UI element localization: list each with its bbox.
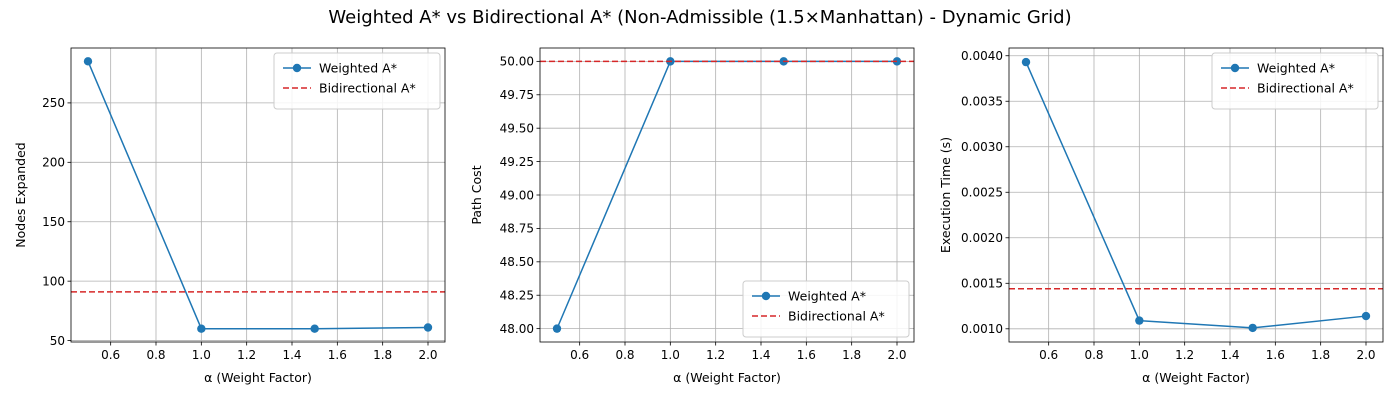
figure-title: Weighted A* vs Bidirectional A* (Non-Adm… — [328, 7, 1071, 28]
legend-box — [742, 280, 910, 338]
x-tick-label: 2.0 — [1356, 348, 1375, 362]
chart-panel-3: 0.6 0.8 1.0 1.2 1.4 1.6 1.8 2.0 0.0010 0.0015 0.00… — [938, 47, 1384, 385]
x-tick-label: 1.8 — [1311, 348, 1330, 362]
data-point — [1021, 57, 1031, 67]
legend-box — [1211, 52, 1379, 110]
x-tick-label: 1.4 — [1220, 348, 1239, 362]
x-tick-label: 1.2 — [237, 348, 256, 362]
x-tick-label: 2.0 — [887, 348, 906, 362]
y-tick-label: 49.25 — [500, 155, 534, 169]
x-tick-label: 0.6 — [570, 348, 589, 362]
y-tick-label: 48.25 — [500, 289, 534, 303]
y-tick-label: 250 — [42, 96, 65, 110]
legend-marker-weighted — [292, 63, 302, 73]
legend-label: Weighted A* — [788, 289, 866, 304]
y-tick-label: 100 — [42, 274, 65, 288]
y-tick-label: 48.00 — [500, 322, 534, 336]
y-tick-label: 0.0025 — [961, 186, 1003, 200]
y-tick-label: 0.0020 — [961, 231, 1003, 245]
x-tick-label: 1.8 — [373, 348, 392, 362]
data-point — [197, 324, 206, 333]
y-tick-label: 50.00 — [500, 55, 534, 69]
x-tick-label: 1.6 — [1266, 348, 1285, 362]
legend-label: Bidirectional A* — [788, 309, 885, 324]
data-point — [552, 324, 562, 333]
legend-label: Weighted A* — [1257, 61, 1335, 76]
legend-marker-weighted — [761, 291, 771, 301]
x-tick-label: 1.2 — [706, 348, 725, 362]
x-tick-label: 0.6 — [101, 348, 120, 362]
x-axis-label: α (Weight Factor) — [1142, 370, 1250, 385]
y-tick-label: 48.75 — [500, 222, 534, 236]
x-tick-label: 2.0 — [418, 348, 437, 362]
plot-frame — [539, 47, 915, 343]
x-tick-label: 1.4 — [282, 348, 301, 362]
x-tick-label: 1.8 — [842, 348, 861, 362]
panels: 0.6 0.8 1.0 1.2 1.4 1.6 1.8 2.0 50 100 150 200 250 α … — [13, 47, 1384, 385]
legend-label: Weighted A* — [319, 61, 397, 76]
data-point — [1361, 311, 1371, 321]
plot-frame — [1008, 47, 1384, 343]
x-tick-label: 1.2 — [1175, 348, 1194, 362]
legend: Weighted A* Bidirectional A* — [1211, 52, 1379, 110]
legend: Weighted A* Bidirectional A* — [742, 280, 910, 338]
x-tick-label: 1.6 — [328, 348, 347, 362]
y-tick-label: 200 — [42, 156, 65, 170]
chart-panel-2: 0.6 0.8 1.0 1.2 1.4 1.6 1.8 2.0 48.00 48.25 48.50 4… — [469, 47, 915, 385]
y-tick-label: 49.75 — [500, 88, 534, 102]
x-tick-label: 1.6 — [797, 348, 816, 362]
data-point — [1248, 323, 1257, 333]
weighted-line — [87, 61, 429, 330]
data-point — [423, 323, 433, 332]
y-tick-label: 49.00 — [500, 188, 534, 202]
y-tick-label: 150 — [42, 215, 65, 229]
data-point — [83, 57, 93, 66]
y-tick-label: 49.50 — [500, 121, 534, 135]
y-tick-label: 0.0030 — [961, 140, 1003, 154]
y-tick-label: 48.50 — [500, 255, 534, 269]
x-tick-label: 1.4 — [751, 348, 770, 362]
x-axis-label: α (Weight Factor) — [673, 370, 781, 385]
y-tick-label: 0.0035 — [961, 95, 1003, 109]
y-tick-label: 50 — [50, 334, 65, 348]
legend-marker-weighted — [1230, 63, 1240, 73]
y-axis-label: Execution Time (s) — [938, 137, 953, 253]
x-axis-label: α (Weight Factor) — [204, 370, 312, 385]
x-tick-label: 0.8 — [1084, 348, 1103, 362]
y-tick-label: 0.0015 — [961, 277, 1003, 291]
data-point — [1135, 316, 1144, 325]
x-tick-label: 0.8 — [146, 348, 165, 362]
x-tick-label: 1.0 — [661, 348, 680, 362]
data-point — [310, 324, 319, 333]
legend: Weighted A* Bidirectional A* — [273, 52, 441, 110]
x-tick-label: 1.0 — [192, 348, 211, 362]
legend-label: Bidirectional A* — [319, 81, 416, 96]
y-tick-label: 0.0040 — [961, 49, 1003, 63]
x-tick-label: 1.0 — [1130, 348, 1149, 362]
y-tick-label: 0.0010 — [961, 322, 1003, 336]
x-tick-label: 0.6 — [1039, 348, 1058, 362]
legend-box — [273, 52, 441, 110]
plot-frame — [70, 47, 446, 343]
legend-label: Bidirectional A* — [1257, 81, 1354, 96]
y-axis-label: Nodes Expanded — [13, 142, 28, 247]
chart-panel-1: 0.6 0.8 1.0 1.2 1.4 1.6 1.8 2.0 50 100 150 200 250 α … — [13, 47, 446, 385]
x-tick-label: 0.8 — [615, 348, 634, 362]
y-axis-label: Path Cost — [469, 165, 484, 224]
weighted-line — [1025, 61, 1367, 329]
